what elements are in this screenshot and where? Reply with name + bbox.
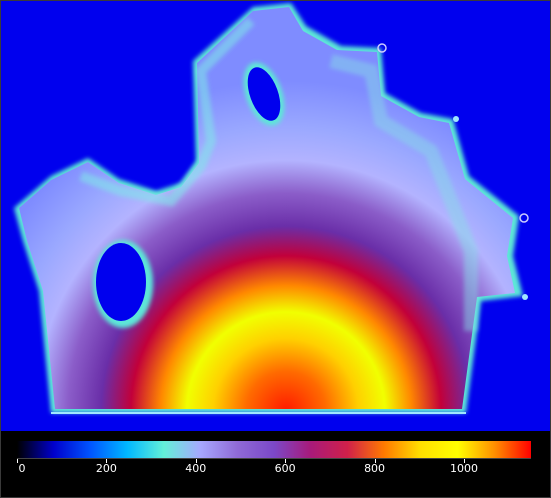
hole-top: [243, 62, 285, 126]
colorbar-tick: [285, 459, 287, 463]
colorbar: 0 200 400 600 800 1000: [1, 431, 550, 497]
colorbar-tick-label: 1000: [449, 462, 478, 475]
colorbar-tick-label: 600: [274, 462, 296, 475]
colorbar-tick-label: 400: [185, 462, 207, 475]
colorbar-tick: [106, 459, 108, 463]
colorbar-tick-label: 0: [18, 462, 26, 475]
colorbar-tick: [374, 459, 376, 463]
domain-shape: [14, 3, 523, 413]
colorbar-tick-label: 800: [364, 462, 386, 475]
edge-artifacts: [51, 43, 529, 414]
colorbar-tick: [195, 459, 197, 463]
field-plot: [14, 3, 529, 414]
colorbar-tick-label: 200: [95, 462, 117, 475]
colorbar-axis: 0 200 400 600 800 1000: [17, 458, 531, 477]
colorbar-gradient: [17, 441, 531, 458]
colorbar-tick: [463, 459, 465, 463]
hole-left: [93, 240, 153, 328]
colorbar-tick: [17, 459, 18, 463]
